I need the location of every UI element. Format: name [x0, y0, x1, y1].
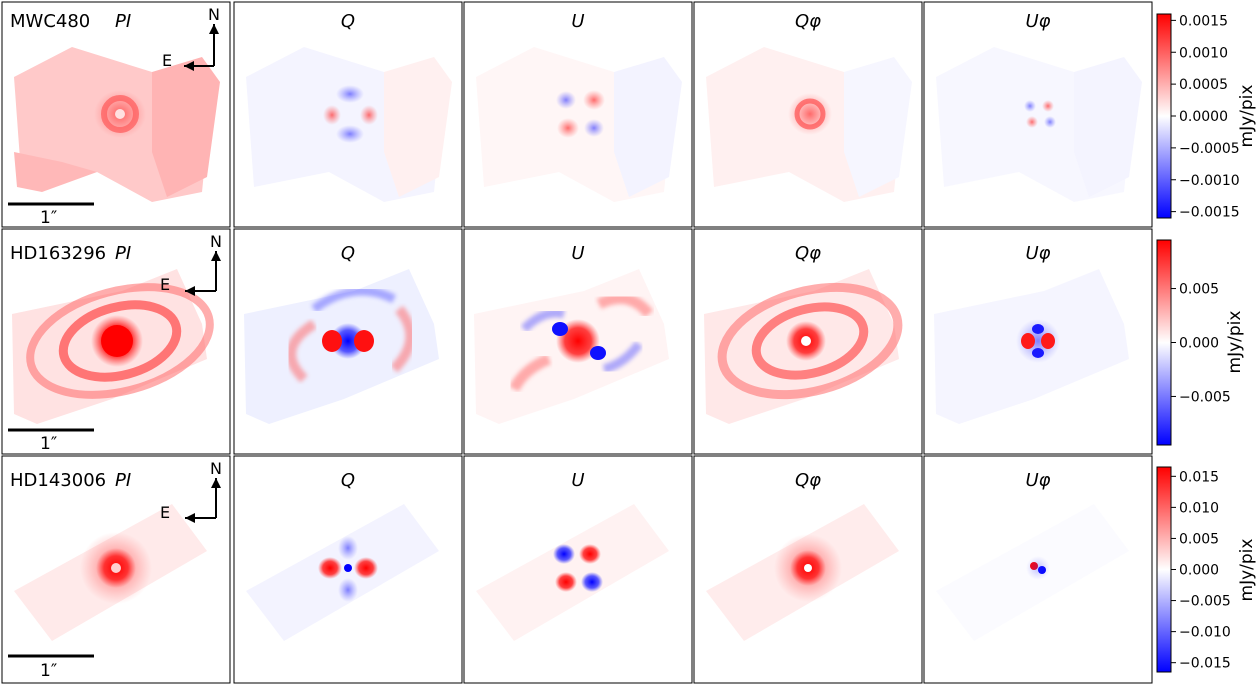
pi-label: PI	[115, 470, 131, 491]
panel-uphi: Uφ	[923, 455, 1153, 684]
object-name: HD163296	[10, 243, 106, 264]
row-hd143006: HD143006 PI N E 1″ Q	[1, 455, 1153, 684]
panel-u: U	[463, 455, 693, 684]
scale-bar-label: 1″	[40, 434, 57, 454]
colorbar-tick-label: 0.015	[1179, 469, 1219, 485]
panel-u: U	[463, 228, 693, 455]
colorbar-tick-label: 0.010	[1179, 500, 1219, 516]
panel-qphi: Qφ	[693, 455, 923, 684]
panel-u: U	[463, 1, 693, 228]
scale-bar: 1″	[8, 428, 94, 454]
colorbar-tick-label: −0.005	[1179, 594, 1231, 610]
compass-north: N	[210, 232, 222, 251]
compass-east: E	[162, 51, 172, 70]
panel-title: U	[571, 470, 584, 491]
colorbar-tick-label: −0.0010	[1179, 173, 1240, 189]
colorbar-label: mJy/pix	[1225, 311, 1245, 374]
compass-north: N	[210, 459, 222, 478]
panel-pi: MWC480 PI N E 1″	[1, 1, 231, 228]
panel-title: Qφ	[795, 243, 821, 264]
object-name: MWC480	[10, 11, 90, 32]
panel-qphi: Qφ	[693, 228, 923, 455]
row-hd163296: HD163296 PI N E 1″	[1, 228, 1153, 455]
colorbar-tick-label: −0.0005	[1179, 141, 1240, 157]
compass: N E	[160, 459, 222, 523]
scale-bar: 1″	[8, 654, 94, 681]
panel-uphi: Uφ	[923, 228, 1153, 455]
panel-q: Q	[233, 228, 463, 455]
colorbar-tick-label: 0.0005	[1179, 77, 1228, 93]
colorbar-tick-label: 0.005	[1179, 531, 1219, 547]
panel-title: U	[571, 243, 584, 264]
scale-bar-label: 1″	[40, 661, 57, 681]
panel-title: Q	[341, 470, 355, 491]
colorbar-tick-label: −0.015	[1179, 656, 1231, 672]
disk-image	[14, 47, 220, 202]
panel-title: U	[571, 11, 584, 32]
panel-q: Q	[233, 1, 463, 228]
colorbar-tick-label: −0.010	[1179, 625, 1231, 641]
panel-title: Q	[341, 243, 355, 264]
panel-title: Uφ	[1025, 243, 1050, 264]
colorbar-tick-label: 0.005	[1179, 282, 1219, 298]
colorbar-tick-label: 0.0000	[1179, 109, 1228, 125]
panel-uphi: Uφ	[923, 1, 1153, 228]
panel-title: Uφ	[1025, 470, 1050, 491]
panel-pi: HD143006 PI N E 1″	[1, 455, 231, 684]
colorbars: 0.0015 0.0010 0.0005 0.0000 −0.0005 −0.0010 −0…	[1156, 13, 1257, 673]
pi-label: PI	[115, 11, 131, 32]
colorbar-ticks: 0.0015 0.0010 0.0005 0.0000 −0.0005 −0.0010 −0…	[1171, 13, 1240, 221]
colorbar-row-1: 0.0015 0.0010 0.0005 0.0000 −0.0005 −0.0010 −0…	[1156, 13, 1257, 221]
compass-north: N	[208, 5, 220, 24]
colorbar-ticks: 0.005 0.000 −0.005	[1171, 282, 1231, 405]
colorbar-row-3: 0.015 0.010 0.005 0.000 −0.005 −0.010 −0.015 m…	[1156, 466, 1257, 673]
colorbar-row-2: 0.005 0.000 −0.005 mJy/pix	[1156, 239, 1245, 446]
colorbar-tick-label: −0.0015	[1179, 205, 1240, 221]
panel-title: Uφ	[1025, 11, 1050, 32]
colorbar-tick-label: 0.000	[1179, 336, 1219, 352]
colorbar-tick-label: 0.0010	[1179, 45, 1228, 61]
scale-bar: 1″	[8, 202, 94, 228]
compass: N E	[162, 5, 220, 71]
row-mwc480: MWC480 PI N E 1″ Q	[1, 1, 1153, 228]
compass: N E	[160, 232, 222, 296]
panel-qphi: Qφ	[693, 1, 923, 228]
pi-label: PI	[115, 243, 131, 264]
panel-pi: HD163296 PI N E 1″	[1, 228, 231, 455]
colorbar-label: mJy/pix	[1237, 539, 1257, 602]
colorbar-tick-label: 0.000	[1179, 563, 1219, 579]
panel-title: Q	[341, 11, 355, 32]
colorbar-ticks: 0.015 0.010 0.005 0.000 −0.005 −0.010 −0.015	[1171, 469, 1231, 672]
colorbar-tick-label: 0.0015	[1179, 13, 1228, 29]
scale-bar-label: 1″	[40, 208, 57, 228]
panel-title: Qφ	[795, 11, 821, 32]
compass-east: E	[160, 503, 170, 522]
colorbar-tick-label: −0.005	[1179, 389, 1231, 405]
colorbar-label: mJy/pix	[1237, 85, 1257, 148]
panel-title: Qφ	[795, 470, 821, 491]
object-name: HD143006	[10, 470, 106, 491]
panel-q: Q	[233, 455, 463, 684]
compass-east: E	[160, 275, 170, 294]
